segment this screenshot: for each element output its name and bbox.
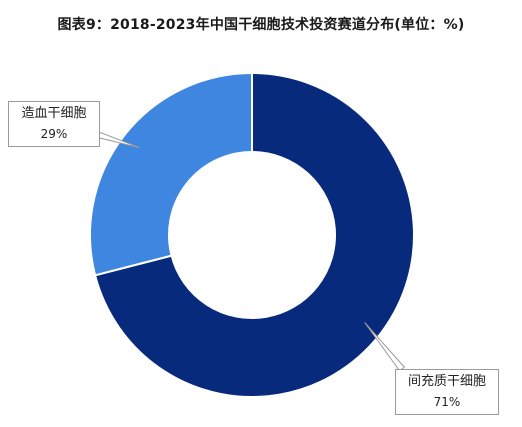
donut-slice-hematopoietic (89, 71, 253, 277)
slice-label-hematopoietic-value: 29% (40, 127, 68, 141)
slice-label-mesenchymal-name: 间充质干细胞 (407, 374, 486, 389)
slice-label-mesenchymal: 间充质干细胞 71% (395, 369, 499, 415)
chart-title: 图表9：2018-2023年中国干细胞技术投资赛道分布(单位：%) (57, 17, 465, 33)
slice-label-mesenchymal-value: 71% (433, 395, 461, 409)
donut-slice-mesenchymal (93, 71, 415, 398)
slices-group (89, 71, 415, 398)
slice-label-hematopoietic-name: 造血干细胞 (21, 106, 87, 121)
slice-label-hematopoietic: 造血干细胞 29% (8, 101, 100, 147)
